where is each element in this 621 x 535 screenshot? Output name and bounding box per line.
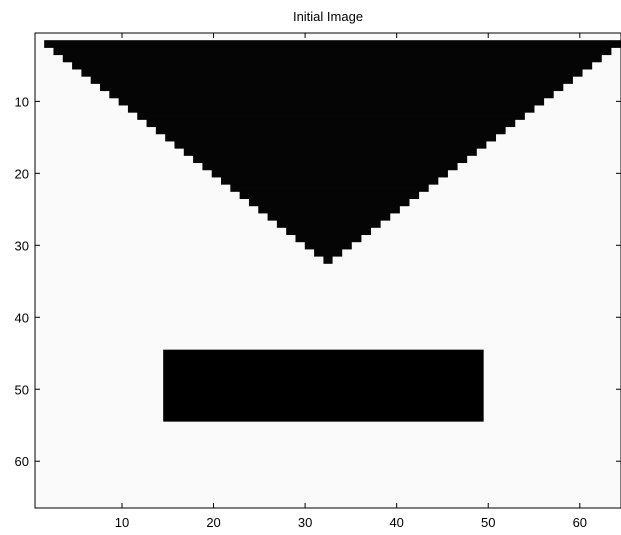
rectangle-shape — [163, 349, 484, 422]
triangle-row — [62, 54, 602, 63]
x-tick-label: 50 — [481, 515, 495, 530]
triangle-row — [211, 169, 448, 178]
triangle-row — [304, 241, 352, 250]
y-tick-label: 30 — [15, 238, 29, 253]
triangle-row — [155, 126, 506, 135]
x-tick-label: 10 — [115, 515, 129, 530]
triangle-row — [221, 176, 439, 185]
triangle-row — [258, 205, 400, 214]
triangle-row — [239, 191, 420, 200]
axes-frame — [34, 32, 621, 509]
tick-layer: 10 20 30 40 50 60 10 20 30 40 50 60 — [15, 33, 621, 530]
x-tick-label: 20 — [206, 515, 220, 530]
triangle-row — [276, 220, 381, 228]
triangle-row — [202, 162, 458, 171]
triangle-row — [174, 140, 487, 149]
triangle-row — [53, 47, 612, 56]
triangle-row — [109, 90, 554, 99]
triangle-row — [193, 155, 468, 164]
triangle-row — [44, 40, 621, 48]
y-tick-label: 20 — [15, 166, 29, 181]
triangle-row — [295, 234, 362, 243]
triangle-row — [146, 119, 516, 128]
triangle-row — [183, 148, 477, 156]
triangle-row — [323, 256, 333, 264]
triangle-shape — [44, 40, 621, 264]
chart-title: Initial Image — [293, 9, 363, 24]
triangle-row — [127, 104, 535, 113]
image-layer — [35, 33, 621, 508]
triangle-row — [286, 227, 372, 236]
triangle-row — [165, 133, 497, 142]
triangle-row — [267, 212, 391, 221]
triangle-row — [100, 83, 564, 92]
y-tick-label: 40 — [15, 310, 29, 325]
y-tick-label: 50 — [15, 382, 29, 397]
y-tick-label: 60 — [15, 454, 29, 469]
triangle-row — [248, 198, 410, 207]
triangle-row — [81, 68, 583, 77]
x-tick-label: 40 — [389, 515, 403, 530]
triangle-row — [118, 97, 545, 106]
triangle-row — [314, 248, 343, 257]
triangle-row — [72, 61, 593, 70]
y-tick-label: 10 — [15, 94, 29, 109]
x-tick-label: 60 — [573, 515, 587, 530]
triangle-row — [90, 76, 573, 84]
triangle-row — [230, 184, 429, 192]
triangle-row — [137, 112, 525, 120]
x-tick-label: 30 — [298, 515, 312, 530]
